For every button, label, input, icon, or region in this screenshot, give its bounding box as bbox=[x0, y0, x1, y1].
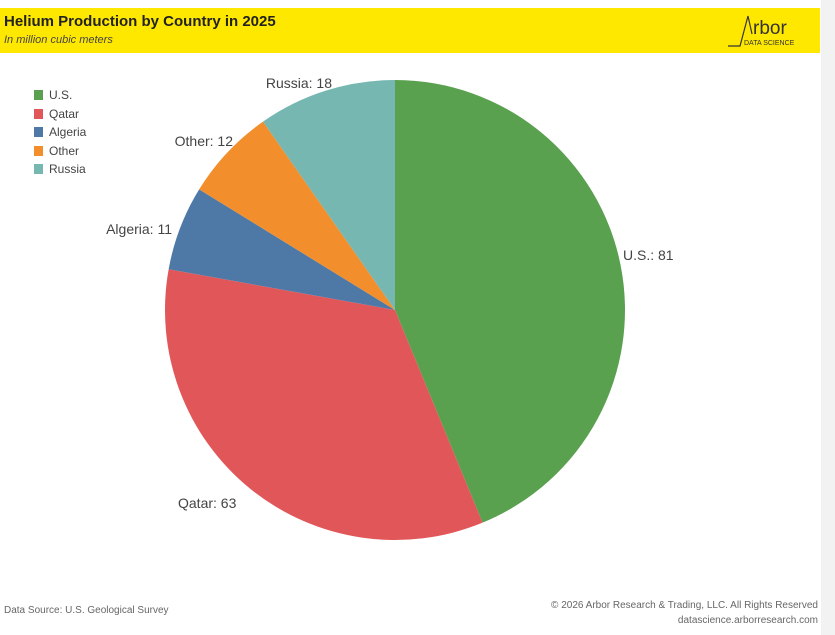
legend-label: Qatar bbox=[49, 106, 80, 121]
chart-subtitle: In million cubic meters bbox=[4, 34, 113, 46]
legend-label: Algeria bbox=[49, 125, 87, 140]
legend: U.S. Qatar Algeria Other Russia bbox=[34, 86, 86, 179]
svg-text:rbor: rbor bbox=[753, 18, 787, 39]
chart-title: Helium Production by Country in 2025 bbox=[4, 13, 276, 30]
right-edge bbox=[821, 0, 835, 635]
legend-label: Other bbox=[49, 143, 80, 158]
pie-slice-other[interactable] bbox=[199, 121, 395, 310]
svg-text:DATA SCIENCE: DATA SCIENCE bbox=[744, 40, 795, 47]
header-banner: Helium Production by Country in 2025 In … bbox=[0, 8, 820, 53]
legend-swatch bbox=[34, 164, 43, 175]
pie-slice-us[interactable] bbox=[395, 80, 626, 523]
data-label: Algeria: 11 bbox=[106, 221, 172, 237]
legend-swatch bbox=[34, 127, 43, 138]
legend-item[interactable]: Other bbox=[34, 142, 86, 161]
pie-slice-qatar[interactable] bbox=[165, 269, 483, 540]
legend-item[interactable]: Russia bbox=[34, 160, 86, 179]
legend-item[interactable]: Qatar bbox=[34, 105, 86, 124]
legend-label: Russia bbox=[49, 162, 86, 177]
legend-swatch bbox=[34, 90, 43, 101]
arbor-logo: rbor DATA SCIENCE bbox=[728, 15, 795, 47]
data-label: U.S.: 81 bbox=[623, 247, 674, 263]
legend-swatch bbox=[34, 145, 43, 156]
website-link[interactable]: datascience.arborresearch.com bbox=[677, 615, 818, 626]
legend-label: U.S. bbox=[49, 88, 73, 103]
data-label: Russia: 18 bbox=[266, 75, 332, 91]
legend-swatch bbox=[34, 108, 43, 119]
data-label: Qatar: 63 bbox=[178, 495, 237, 511]
copyright-block: © 2026 Arbor Research & Trading, LLC. Al… bbox=[551, 598, 818, 628]
legend-item[interactable]: Algeria bbox=[34, 123, 86, 142]
copyright: © 2026 Arbor Research & Trading, LLC. Al… bbox=[551, 600, 818, 611]
legend-item[interactable]: U.S. bbox=[34, 86, 86, 105]
data-label: Other: 12 bbox=[175, 133, 234, 149]
pie-slice-algeria[interactable] bbox=[168, 189, 395, 310]
pie-slice-russia[interactable] bbox=[262, 80, 395, 310]
data-source: Data Source: U.S. Geological Survey bbox=[4, 605, 169, 616]
